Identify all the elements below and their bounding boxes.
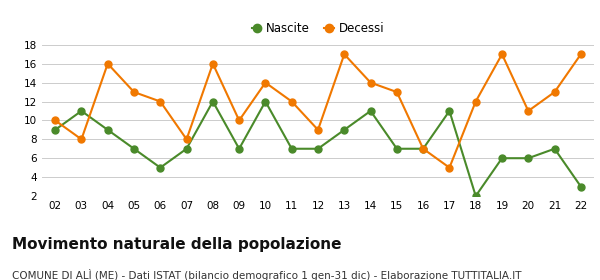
Nascite (78, 109, 85, 113)
Line: Nascite: Nascite (52, 98, 584, 199)
Decessi (236, 119, 243, 122)
Text: Movimento naturale della popolazione: Movimento naturale della popolazione (12, 237, 341, 252)
Nascite (262, 100, 269, 103)
Decessi (183, 138, 190, 141)
Nascite (183, 147, 190, 150)
Nascite (236, 147, 243, 150)
Decessi (551, 90, 558, 94)
Decessi (104, 62, 112, 66)
Line: Decessi: Decessi (52, 51, 584, 171)
Nascite (577, 185, 584, 188)
Nascite (341, 128, 348, 132)
Decessi (393, 90, 400, 94)
Decessi (341, 53, 348, 56)
Decessi (419, 147, 427, 150)
Text: COMUNE DI ALÌ (ME) - Dati ISTAT (bilancio demografico 1 gen-31 dic) - Elaborazio: COMUNE DI ALÌ (ME) - Dati ISTAT (bilanci… (12, 269, 521, 280)
Decessi (314, 128, 322, 132)
Legend: Nascite, Decessi: Nascite, Decessi (247, 17, 389, 40)
Decessi (130, 90, 137, 94)
Decessi (577, 53, 584, 56)
Decessi (288, 100, 295, 103)
Nascite (446, 109, 453, 113)
Nascite (472, 194, 479, 198)
Nascite (52, 128, 59, 132)
Decessi (209, 62, 217, 66)
Nascite (314, 147, 322, 150)
Nascite (157, 166, 164, 169)
Decessi (78, 138, 85, 141)
Decessi (52, 119, 59, 122)
Nascite (499, 157, 506, 160)
Decessi (446, 166, 453, 169)
Nascite (393, 147, 400, 150)
Nascite (209, 100, 217, 103)
Nascite (104, 128, 112, 132)
Decessi (157, 100, 164, 103)
Nascite (288, 147, 295, 150)
Decessi (367, 81, 374, 84)
Decessi (472, 100, 479, 103)
Decessi (262, 81, 269, 84)
Nascite (551, 147, 558, 150)
Nascite (130, 147, 137, 150)
Nascite (524, 157, 532, 160)
Decessi (499, 53, 506, 56)
Nascite (367, 109, 374, 113)
Decessi (524, 109, 532, 113)
Nascite (419, 147, 427, 150)
